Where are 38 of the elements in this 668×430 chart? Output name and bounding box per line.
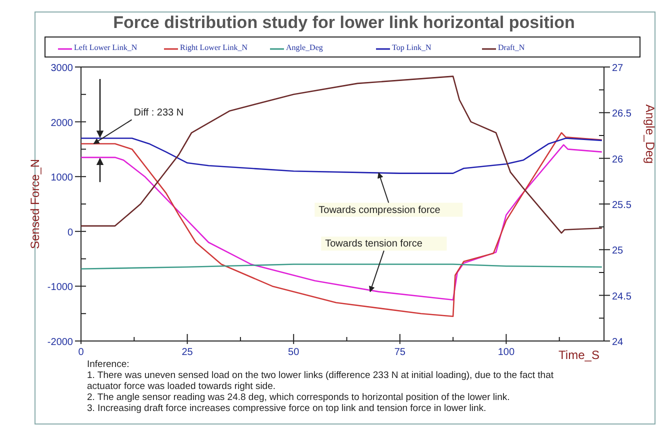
annotation: Diff : 233 N bbox=[134, 108, 184, 119]
line-series bbox=[80, 132, 603, 317]
y2-tick-label: 27 bbox=[612, 63, 624, 74]
legend-label: Draft_N bbox=[498, 43, 525, 52]
x-tick-label: 100 bbox=[498, 347, 515, 358]
legend-label: Angle_Deg bbox=[286, 43, 323, 52]
y2-tick-label: 26.5 bbox=[612, 108, 632, 120]
x-tick-label: 0 bbox=[78, 347, 84, 358]
annotation: Towards compression force bbox=[318, 204, 441, 216]
y2-axis-title: Angle_Deg bbox=[643, 104, 657, 164]
chart-title: Force distribution study for lower link horizontal position bbox=[113, 13, 575, 32]
y-tick-label: 2000 bbox=[50, 118, 74, 129]
text: 2. The angle sensor reading was 24.8 deg, which corresponds to horizontal position of the lower link. bbox=[87, 392, 510, 403]
y2-tick-label: 24 bbox=[612, 337, 624, 348]
legend-label: Left Lower Link_N bbox=[74, 43, 138, 52]
x-axis-title: Time_S bbox=[558, 348, 600, 362]
legend-label: Top Link_N bbox=[392, 43, 432, 52]
text: Inference: bbox=[87, 359, 130, 370]
y2-tick-label: 26 bbox=[612, 154, 624, 166]
line-series bbox=[80, 144, 603, 301]
y-tick-label: -2000 bbox=[47, 337, 74, 348]
line-series bbox=[80, 138, 603, 174]
x-tick-label: 25 bbox=[182, 347, 194, 358]
line-series bbox=[80, 76, 603, 234]
legend-label: Right Lower Link_N bbox=[180, 43, 248, 52]
y2-tick-label: 25.5 bbox=[612, 200, 632, 211]
y-tick-label: 3000 bbox=[50, 63, 74, 74]
text: 1. There was uneven sensed load on the two lower links (difference 233 N at initial loading), due to the fact that actuator force was loaded towards right side. bbox=[87, 370, 554, 392]
y-tick-label: 1000 bbox=[50, 172, 74, 184]
y2-tick-label: 25 bbox=[612, 246, 624, 257]
text: 3. Increasing draft force increases compressive force on top link and tension force in lower link. bbox=[87, 403, 486, 414]
x-tick-label: 50 bbox=[288, 347, 300, 358]
y2-tick-label: 24.5 bbox=[612, 291, 632, 302]
x-tick-label: 75 bbox=[394, 347, 406, 358]
y-tick-label: 0 bbox=[67, 227, 74, 238]
y-axis-title: Sensed Force_N bbox=[28, 158, 42, 250]
annotation: Towards tension force bbox=[325, 238, 423, 250]
y-tick-label: -1000 bbox=[47, 282, 74, 294]
